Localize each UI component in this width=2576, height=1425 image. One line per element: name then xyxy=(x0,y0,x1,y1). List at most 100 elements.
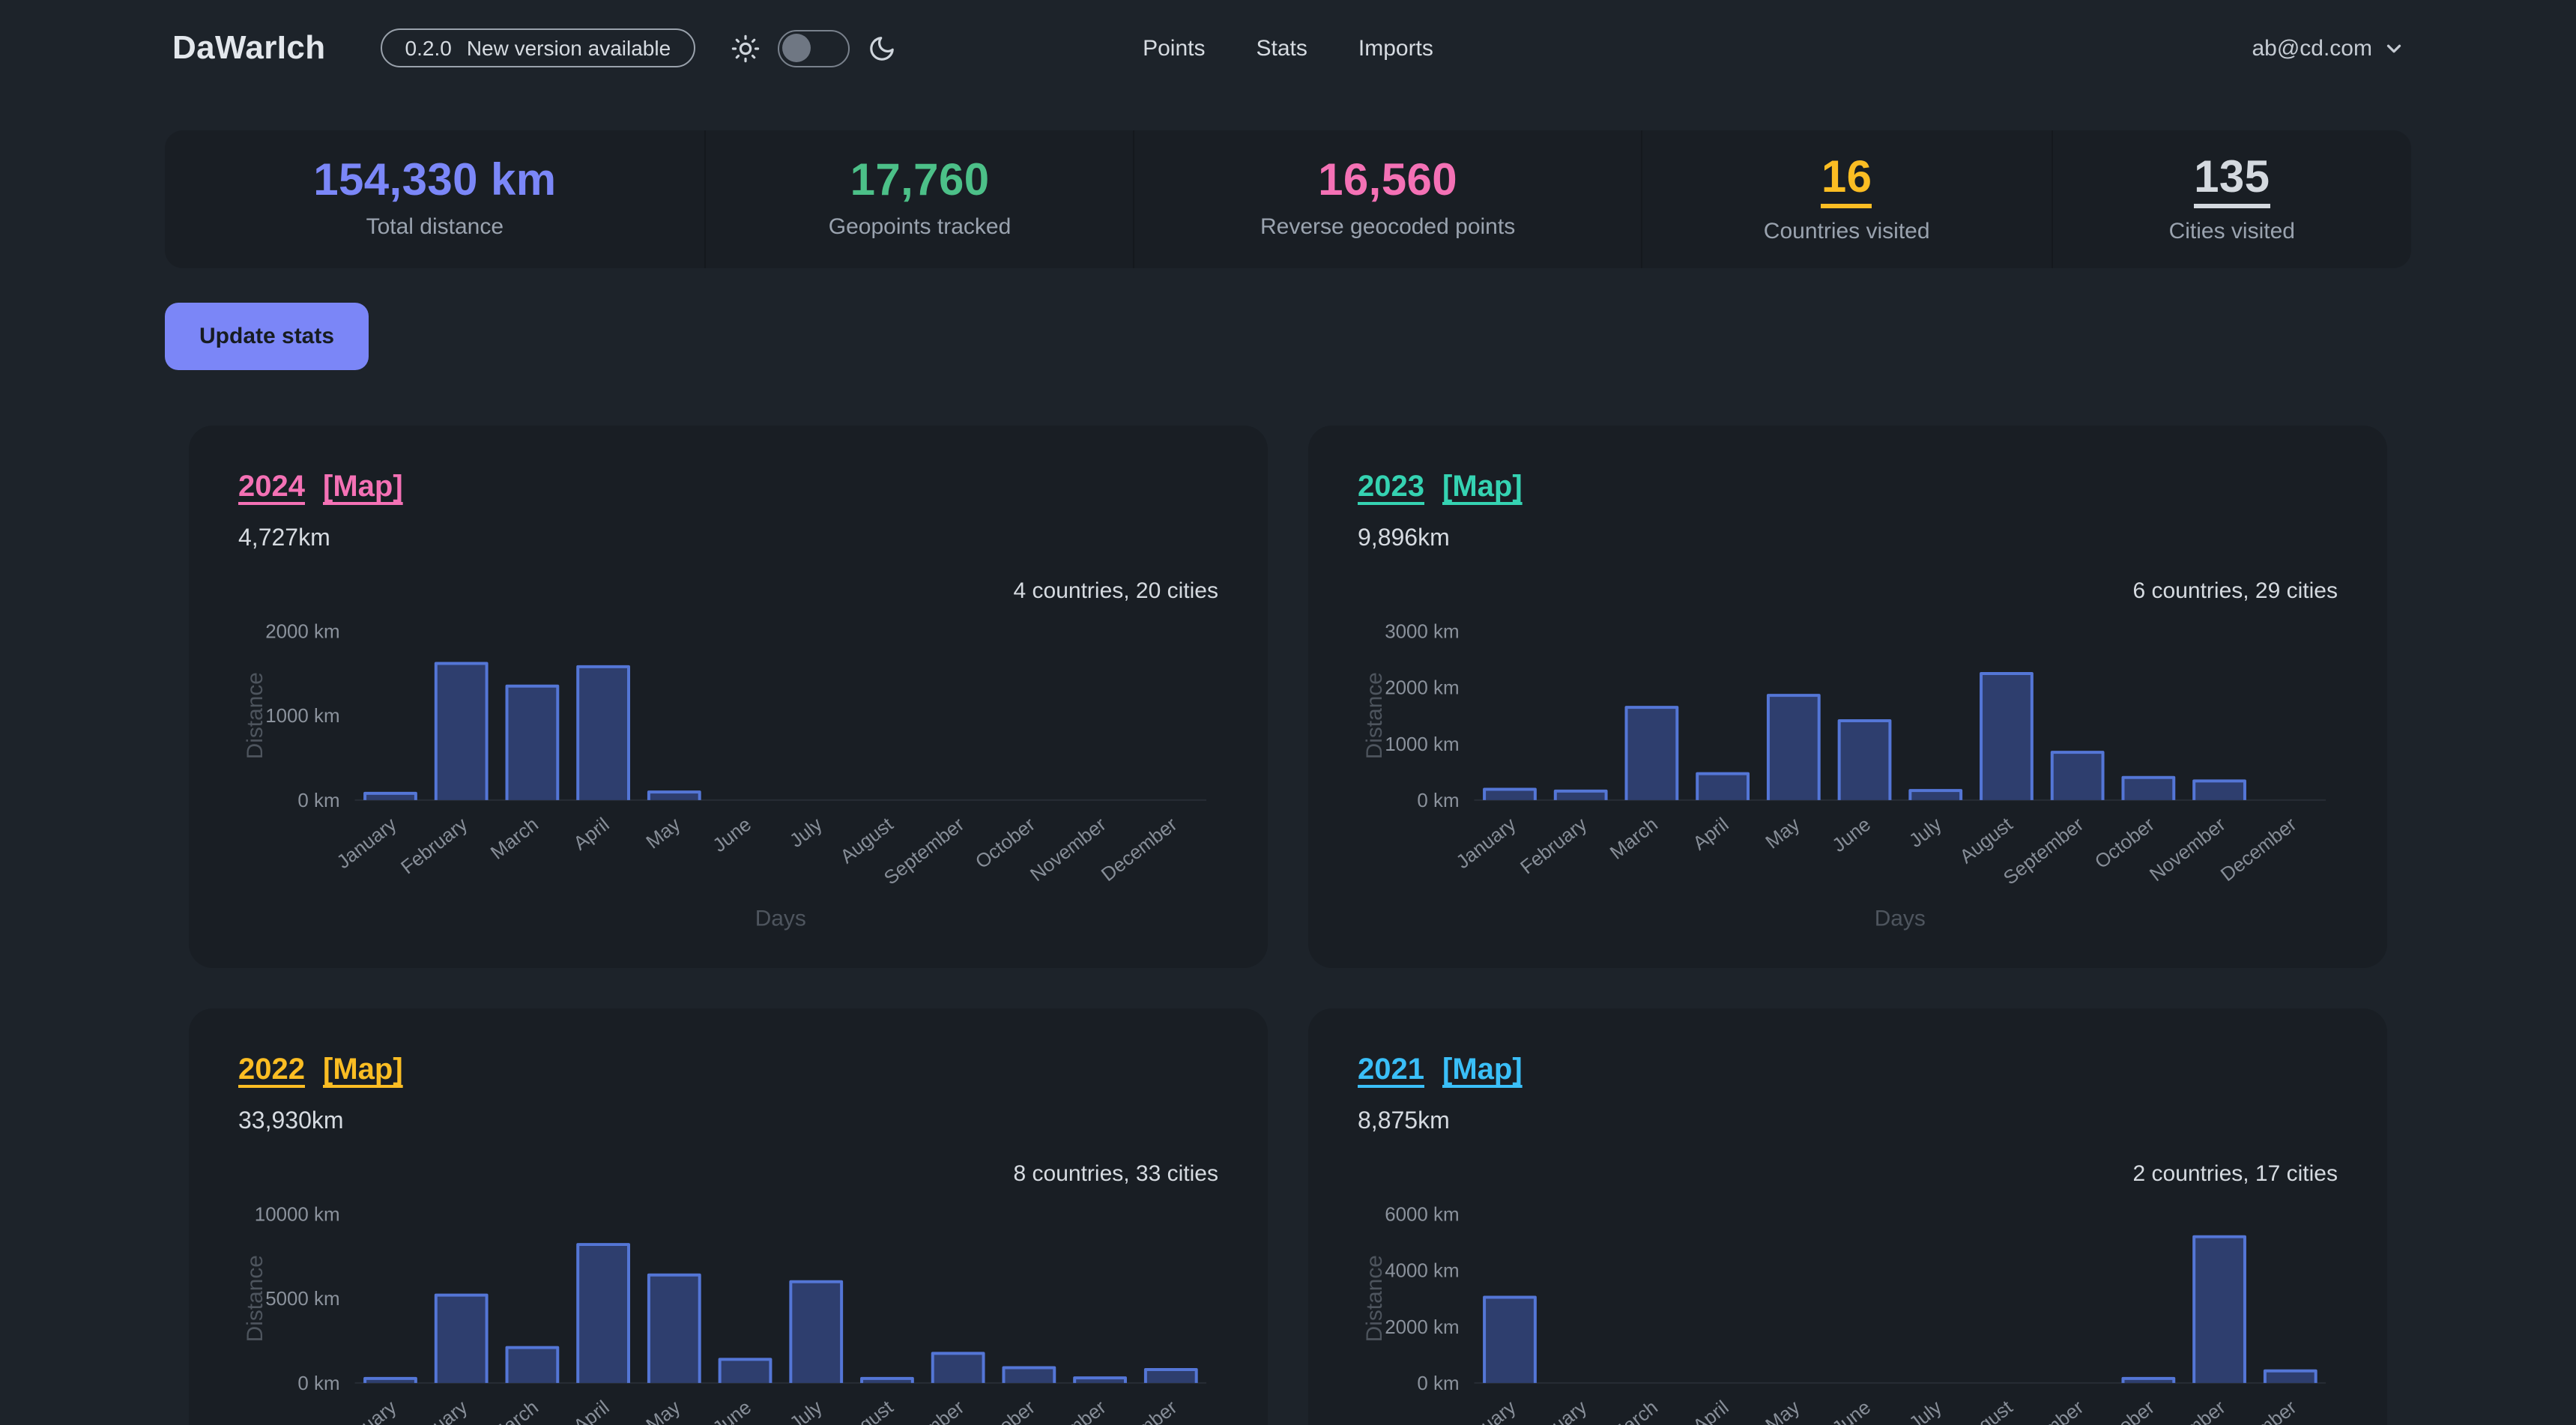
stat-value: 17,760 xyxy=(850,156,990,205)
svg-text:December: December xyxy=(1098,814,1182,886)
year-card-2023: 2023 [Map] 9,896km 6 countries, 29 citie… xyxy=(1308,426,2387,968)
map-link-2022[interactable]: [Map] xyxy=(323,1053,403,1086)
svg-text:2000 km: 2000 km xyxy=(1385,678,1459,699)
svg-text:0 km: 0 km xyxy=(1417,1373,1459,1394)
svg-text:Distance: Distance xyxy=(1362,1255,1387,1342)
stat-label: Reverse geocoded points xyxy=(1260,214,1516,240)
app-logo[interactable]: DaWarIch xyxy=(172,28,326,66)
svg-text:July: July xyxy=(1905,814,1946,851)
svg-text:June: June xyxy=(710,1397,756,1425)
svg-text:1000 km: 1000 km xyxy=(1385,734,1459,755)
svg-text:Distance: Distance xyxy=(243,1255,267,1342)
svg-text:July: July xyxy=(786,814,826,851)
version-badge[interactable]: 0.2.0 New version available xyxy=(381,28,695,67)
nav-item-points[interactable]: Points xyxy=(1143,35,1206,61)
user-menu[interactable]: ab@cd.com xyxy=(2252,35,2405,61)
svg-text:Days: Days xyxy=(1875,906,1926,931)
svg-text:September: September xyxy=(2000,814,2087,889)
svg-text:March: March xyxy=(487,1397,542,1425)
stat-label: Countries visited xyxy=(1763,218,1930,243)
year-total: 8,875km xyxy=(1358,1109,1450,1134)
svg-text:January: January xyxy=(1453,1397,1520,1425)
svg-text:August: August xyxy=(837,814,898,868)
stats-panel: 154,330 km Total distance 17,760 Geopoin… xyxy=(165,130,2411,268)
svg-text:March: March xyxy=(487,814,542,863)
svg-text:Days: Days xyxy=(755,906,806,931)
year-card-head: 2023 [Map] xyxy=(1358,471,2338,505)
svg-text:Distance: Distance xyxy=(1362,672,1387,759)
stat-cities-visited: 135 Cities visited xyxy=(2051,130,2411,268)
stat-value: 154,330 km xyxy=(313,156,557,205)
svg-text:0 km: 0 km xyxy=(297,1373,339,1394)
stat-countries-visited: 16 Countries visited xyxy=(1640,130,2052,268)
map-link-2023[interactable]: [Map] xyxy=(1442,471,1523,503)
user-email: ab@cd.com xyxy=(2252,35,2372,61)
update-stats-button[interactable]: Update stats xyxy=(165,303,369,370)
map-link-2021[interactable]: [Map] xyxy=(1442,1053,1523,1086)
svg-text:1000 km: 1000 km xyxy=(265,706,339,727)
svg-text:May: May xyxy=(1762,1397,1804,1425)
year-total: 4,727km xyxy=(238,526,330,551)
year-card-head: 2022 [Map] xyxy=(238,1053,1218,1088)
stat-value-cities-link[interactable]: 135 xyxy=(2194,154,2270,208)
svg-text:December: December xyxy=(2217,814,2301,886)
svg-text:6000 km: 6000 km xyxy=(1385,1205,1459,1226)
svg-text:February: February xyxy=(1517,814,1591,878)
svg-text:Distance: Distance xyxy=(243,672,267,759)
svg-text:May: May xyxy=(643,814,685,853)
sun-icon xyxy=(731,34,759,62)
svg-text:June: June xyxy=(1829,814,1875,856)
svg-text:December: December xyxy=(1098,1397,1182,1425)
svg-text:April: April xyxy=(1690,1397,1733,1425)
year-card-2021: 2021 [Map] 8,875km 2 countries, 17 citie… xyxy=(1308,1008,2387,1425)
svg-text:October: October xyxy=(972,814,1039,873)
year-summary: 4 countries, 20 cities xyxy=(1013,578,1219,604)
year-chart-2022: Distance 0 km 5000 km 10000 km JanuaryFebrua… xyxy=(243,1205,1207,1425)
year-link-2022[interactable]: 2022 xyxy=(238,1053,305,1086)
svg-text:February: February xyxy=(1517,1397,1591,1425)
year-card-2024: 2024 [Map] 4,727km 4 countries, 20 citie… xyxy=(189,426,1268,968)
svg-text:June: June xyxy=(1829,1397,1875,1425)
year-card-2022: 2022 [Map] 33,930km 8 countries, 33 citi… xyxy=(189,1008,1268,1425)
svg-text:July: July xyxy=(1905,1397,1946,1425)
svg-text:March: March xyxy=(1606,814,1662,863)
svg-text:0 km: 0 km xyxy=(1417,790,1459,811)
toggle-knob xyxy=(781,34,811,62)
svg-text:2000 km: 2000 km xyxy=(1385,1317,1459,1338)
svg-text:5000 km: 5000 km xyxy=(265,1289,339,1310)
svg-text:January: January xyxy=(333,814,401,873)
svg-text:January: January xyxy=(1453,814,1520,873)
svg-text:August: August xyxy=(837,1397,898,1425)
svg-text:February: February xyxy=(397,1397,471,1425)
stat-label: Total distance xyxy=(366,214,504,240)
svg-text:October: October xyxy=(2091,1397,2159,1425)
theme-toggle[interactable] xyxy=(777,29,850,67)
svg-text:May: May xyxy=(1762,814,1804,853)
version-message: New version available xyxy=(466,36,671,60)
svg-text:April: April xyxy=(570,814,614,854)
svg-text:November: November xyxy=(1027,814,1110,886)
stat-total-distance: 154,330 km Total distance xyxy=(165,130,705,268)
year-chart-2021: Distance 0 km 2000 km 4000 km 6000 km January… xyxy=(1362,1205,2326,1425)
nav-item-stats[interactable]: Stats xyxy=(1256,35,1307,61)
year-link-2023[interactable]: 2023 xyxy=(1358,471,1424,503)
svg-text:10000 km: 10000 km xyxy=(255,1205,340,1226)
years-grid: 2024 [Map] 4,727km 4 countries, 20 citie… xyxy=(189,426,2387,1425)
stat-label: Cities visited xyxy=(2168,218,2295,243)
nav-item-imports[interactable]: Imports xyxy=(1358,35,1433,61)
map-link-2024[interactable]: [Map] xyxy=(323,471,403,503)
year-link-2024[interactable]: 2024 xyxy=(238,471,305,503)
svg-text:3000 km: 3000 km xyxy=(1385,622,1459,643)
header: DaWarIch 0.2.0 New version available xyxy=(0,0,2576,96)
stat-geopoints-tracked: 17,760 Geopoints tracked xyxy=(704,130,1134,268)
stat-label: Geopoints tracked xyxy=(828,214,1012,240)
svg-text:0 km: 0 km xyxy=(297,790,339,811)
svg-text:April: April xyxy=(570,1397,614,1425)
year-summary: 2 countries, 17 cities xyxy=(2132,1161,2338,1187)
version-number: 0.2.0 xyxy=(405,36,452,60)
main-nav: Points Stats Imports xyxy=(1143,35,1433,61)
year-link-2021[interactable]: 2021 xyxy=(1358,1053,1424,1086)
chevron-down-icon xyxy=(2383,37,2405,59)
stat-value-countries-link[interactable]: 16 xyxy=(1821,154,1872,208)
svg-text:July: July xyxy=(786,1397,826,1425)
